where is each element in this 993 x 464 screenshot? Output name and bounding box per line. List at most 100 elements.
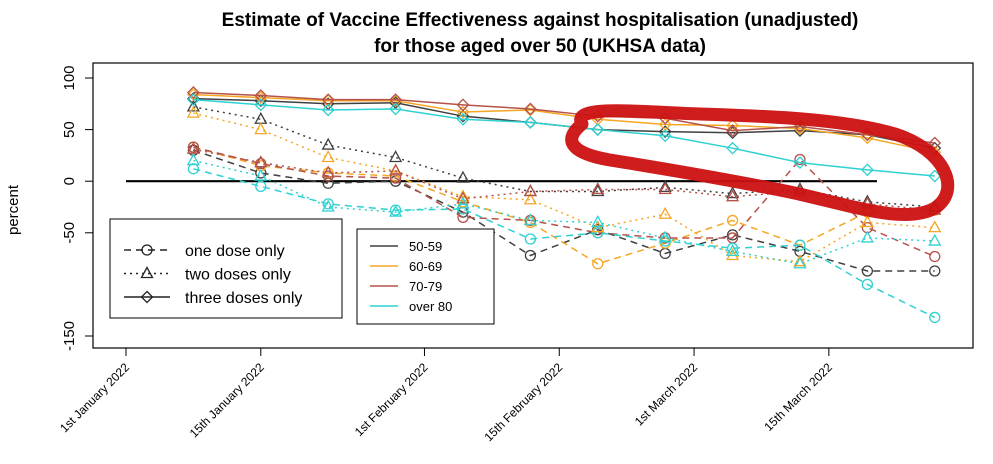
series-line — [193, 93, 935, 154]
data-point-marker — [254, 155, 268, 168]
y-tick-label: -50 — [61, 222, 78, 244]
data-point-marker — [457, 211, 469, 223]
data-point-marker — [861, 265, 874, 277]
data-point-marker — [658, 125, 672, 139]
data-point-marker — [928, 233, 942, 246]
data-point-marker — [658, 180, 672, 193]
data-point-marker — [726, 229, 739, 241]
dose-legend-marker — [140, 266, 154, 279]
data-point-marker — [456, 189, 470, 202]
data-point-marker — [389, 172, 402, 184]
dose-legend: one dose only two doses only three doses o… — [124, 243, 302, 307]
data-point-marker — [389, 93, 403, 107]
data-point-marker — [255, 180, 267, 193]
data-point-marker — [860, 163, 874, 177]
data-point-marker — [658, 206, 672, 219]
data-point-marker — [929, 311, 941, 324]
data-point-marker — [726, 242, 739, 254]
data-point-marker — [793, 254, 807, 267]
data-point-marker — [591, 215, 605, 228]
y-tick-label: 100 — [61, 65, 78, 90]
series-line — [193, 148, 935, 211]
series-layer — [186, 86, 942, 324]
data-point-marker — [254, 168, 268, 181]
data-point-marker — [456, 196, 470, 209]
data-point-marker — [456, 112, 470, 126]
x-tick-label: 1st January 2022 — [57, 360, 132, 435]
data-point-marker — [456, 191, 470, 204]
series-line — [193, 146, 936, 258]
data-point-marker — [592, 258, 604, 270]
data-point-marker — [457, 203, 469, 215]
data-point-marker — [187, 163, 200, 175]
data-point-marker — [186, 153, 200, 166]
dose-legend-marker — [141, 244, 153, 256]
age-legend-label: over 80 — [409, 299, 452, 314]
data-point-marker — [523, 102, 537, 116]
series-line — [193, 98, 935, 177]
y-axis-label: percent — [5, 184, 22, 235]
y-tick-label: 0 — [61, 177, 78, 185]
data-point-marker — [255, 167, 267, 179]
data-point-marker — [726, 124, 739, 138]
age-legend-label: 50-59 — [409, 239, 442, 254]
data-point-marker — [524, 249, 537, 262]
data-point-marker — [725, 189, 740, 202]
x-tick-label: 15th February 2022 — [481, 360, 565, 444]
data-point-marker — [321, 199, 335, 212]
x-tick-label: 1st March 2022 — [632, 360, 701, 429]
x-tick-label: 15th March 2022 — [761, 360, 835, 434]
data-point-marker — [591, 123, 605, 137]
data-point-marker — [186, 99, 200, 112]
data-point-marker — [321, 103, 335, 117]
data-point-marker — [321, 165, 335, 178]
x-axis: 1st January 2022 15th January 2022 1st Feb… — [57, 347, 835, 444]
data-point-marker — [186, 105, 200, 118]
data-point-marker — [524, 233, 537, 245]
data-point-marker — [928, 220, 942, 233]
data-point-marker — [725, 186, 740, 199]
age-legend-label: 70-79 — [409, 279, 442, 294]
data-point-marker — [726, 214, 739, 227]
y-axis: 100 50 0 -50 -150 — [61, 65, 94, 351]
data-point-marker — [929, 265, 941, 277]
data-point-marker — [793, 256, 807, 269]
red-annotation-loop — [565, 104, 955, 221]
age-legend-label: 60-69 — [409, 259, 442, 274]
series-over-80-one-dose-only — [187, 163, 941, 324]
series-line — [193, 146, 935, 265]
data-point-marker — [794, 239, 806, 251]
data-point-marker — [388, 150, 403, 163]
series-over-80-two-doses-only — [186, 153, 942, 269]
data-point-marker — [254, 89, 268, 102]
data-point-marker — [658, 129, 672, 143]
data-point-marker — [388, 204, 403, 217]
data-point-marker — [591, 182, 605, 195]
chart-title: Estimate of Vaccine Effectiveness agains… — [222, 10, 859, 31]
data-point-marker — [523, 192, 537, 205]
data-point-marker — [456, 98, 470, 112]
y-tick-label: 50 — [61, 121, 78, 138]
data-point-marker — [860, 215, 874, 228]
data-point-marker — [388, 163, 403, 176]
data-point-marker — [725, 248, 740, 261]
data-point-marker — [186, 86, 200, 99]
data-point-marker — [523, 213, 537, 226]
data-point-marker — [186, 93, 200, 107]
data-point-marker — [591, 184, 605, 197]
x-tick-label: 1st February 2022 — [352, 360, 431, 439]
data-point-marker — [456, 170, 470, 183]
data-point-marker — [658, 182, 672, 195]
data-point-marker — [928, 169, 942, 183]
data-point-marker — [929, 250, 941, 263]
data-point-marker — [592, 227, 604, 239]
data-point-marker — [725, 244, 740, 257]
data-point-marker — [861, 278, 874, 291]
series-over-80-three-doses-only — [186, 93, 942, 183]
data-point-marker — [322, 198, 334, 210]
data-point-marker — [389, 102, 403, 116]
data-point-marker — [523, 184, 537, 197]
chart-subtitle: for those aged over 50 (UKHSA data) — [374, 36, 706, 57]
data-point-marker — [254, 98, 268, 112]
y-tick-label: -150 — [61, 321, 78, 351]
